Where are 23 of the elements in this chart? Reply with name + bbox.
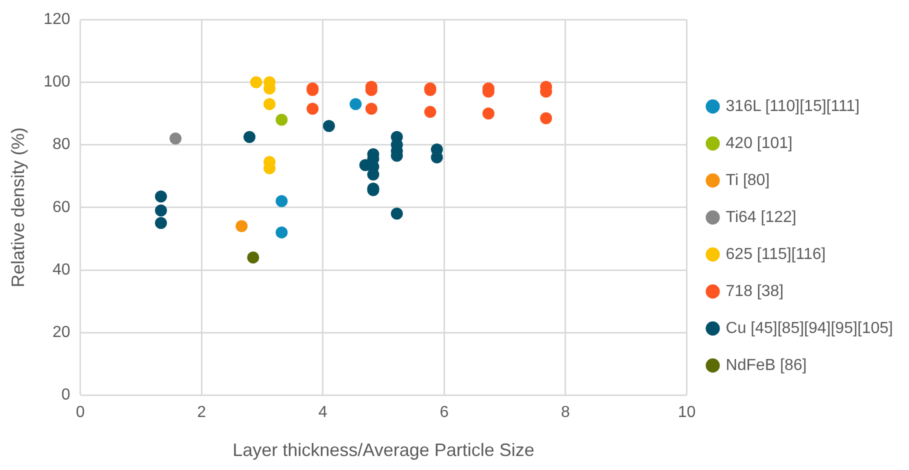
- x-axis-title: Layer thickness/Average Particle Size: [232, 440, 534, 460]
- legend-label: 718 [38]: [726, 282, 784, 300]
- x-tick-label: 8: [561, 404, 570, 422]
- legend-label: 625 [115][116]: [726, 246, 826, 263]
- x-tick-label: 6: [440, 404, 449, 422]
- x-tick-label: 0: [76, 404, 85, 422]
- y-tick-label: 120: [44, 11, 70, 28]
- legend-label: Ti [80]: [726, 172, 770, 189]
- y-tick-label: 80: [52, 136, 70, 154]
- legend-label: NdFeB [86]: [726, 356, 807, 374]
- y-tick-label: 40: [52, 261, 70, 278]
- legend-label: Ti64 [122]: [726, 208, 796, 226]
- x-tick-label: 4: [318, 404, 328, 422]
- y-tick-label: 20: [52, 324, 70, 342]
- y-tick-label: 60: [52, 198, 70, 216]
- x-tick-label: 10: [678, 404, 696, 422]
- legend-label: Cu [45][85][94][95][105]: [726, 320, 893, 337]
- y-axis-title: Relative density (%): [8, 127, 28, 288]
- legend-label: 316L [110][15][111]: [726, 98, 860, 115]
- y-tick-label: 0: [61, 386, 70, 404]
- legend-label: 420 [101]: [726, 134, 792, 152]
- y-tick-label: 100: [44, 74, 70, 91]
- x-tick-label: 2: [197, 404, 206, 422]
